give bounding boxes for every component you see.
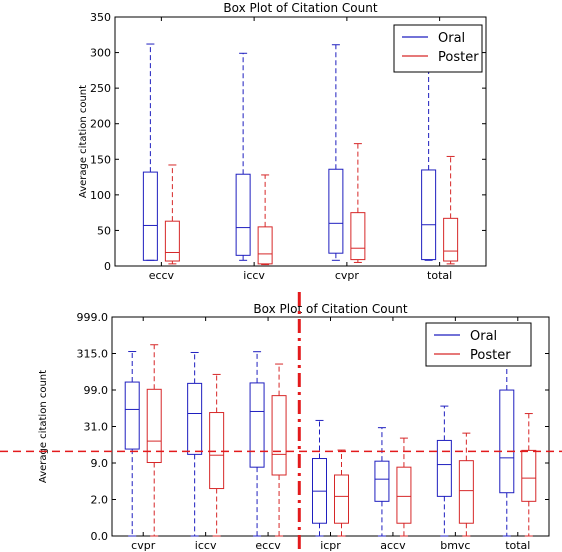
iqr-box bbox=[421, 169, 437, 261]
y-tick-label: 300 bbox=[90, 47, 111, 60]
chart-title: Box Plot of Citation Count bbox=[253, 302, 407, 316]
legend-oral-label: Oral bbox=[438, 31, 465, 46]
iqr-box bbox=[521, 449, 537, 502]
y-tick-label: 2.0 bbox=[91, 494, 109, 507]
box-poster-eccv bbox=[271, 363, 287, 537]
iqr-box bbox=[328, 168, 344, 254]
iqr-box bbox=[187, 382, 203, 455]
y-tick-label: 100 bbox=[90, 189, 111, 202]
legend: Oral Poster bbox=[393, 24, 483, 73]
box-oral-iccv bbox=[187, 351, 203, 537]
axis-ticks: 0 50 100 150 200 250 300 350 eccv iccv cvpr total bbox=[90, 11, 486, 282]
x-tick-label: total bbox=[427, 269, 452, 282]
box-oral-cvpr bbox=[124, 351, 140, 537]
iqr-box bbox=[257, 226, 273, 265]
box-poster-iccv bbox=[257, 174, 273, 266]
box-oral-icpr bbox=[312, 419, 327, 537]
legend-poster-label: Poster bbox=[470, 348, 511, 363]
y-tick-label: 350 bbox=[90, 11, 111, 24]
box-marks bbox=[124, 343, 537, 537]
x-tick-label: total bbox=[505, 539, 530, 552]
chart-bottom: Box Plot of Citation Count Average citat… bbox=[38, 302, 550, 552]
iqr-box bbox=[350, 212, 366, 261]
box-oral-eccv bbox=[142, 43, 158, 261]
x-tick-label: iccv bbox=[243, 269, 265, 282]
box-poster-total bbox=[443, 155, 459, 265]
box-oral-accv bbox=[374, 427, 390, 537]
y-tick-label: 150 bbox=[90, 153, 111, 166]
y-tick-label: 0.0 bbox=[91, 530, 109, 543]
x-tick-label: eccv bbox=[149, 269, 175, 282]
iqr-box bbox=[374, 460, 390, 502]
x-tick-label: iccv bbox=[195, 539, 217, 552]
legend-box bbox=[393, 24, 483, 73]
annotation-overlay bbox=[0, 292, 562, 552]
plot-frame bbox=[114, 16, 487, 267]
x-tick-label: icpr bbox=[320, 539, 341, 552]
iqr-box bbox=[334, 474, 349, 524]
x-tick-label: eccv bbox=[255, 539, 281, 552]
y-tick-label: 31.0 bbox=[84, 421, 109, 434]
box-poster-bmvc bbox=[458, 432, 474, 537]
chart-title: Box Plot of Citation Count bbox=[223, 1, 377, 15]
legend-poster-label: Poster bbox=[438, 50, 479, 65]
x-tick-label: bmvc bbox=[440, 539, 470, 552]
y-tick-label: 999.0 bbox=[77, 311, 109, 324]
iqr-box bbox=[249, 382, 265, 468]
iqr-box bbox=[209, 412, 225, 490]
box-poster-eccv bbox=[164, 164, 180, 265]
box-oral-total bbox=[499, 343, 515, 537]
iqr-box bbox=[235, 173, 251, 256]
y-tick-label: 250 bbox=[90, 82, 111, 95]
y-tick-label: 0 bbox=[104, 260, 111, 273]
x-tick-label: cvpr bbox=[131, 539, 156, 552]
y-tick-label: 99.0 bbox=[84, 384, 109, 397]
iqr-box bbox=[499, 389, 515, 494]
legend-oral-label: Oral bbox=[470, 329, 497, 344]
iqr-box bbox=[124, 381, 140, 450]
iqr-box bbox=[164, 220, 180, 262]
box-poster-accv bbox=[396, 437, 412, 537]
iqr-box bbox=[396, 466, 412, 524]
y-tick-label: 200 bbox=[90, 118, 111, 131]
box-poster-cvpr bbox=[146, 344, 162, 537]
x-tick-label: accv bbox=[380, 539, 406, 552]
x-tick-label: cvpr bbox=[335, 269, 360, 282]
box-poster-iccv bbox=[209, 373, 225, 537]
axis-ticks: 0.0 2.0 9.0 31.0 99.0 315.0 999.0 cvpr iccv eccv i… bbox=[77, 311, 549, 552]
chart-top: Box Plot of Citation Count Average citat… bbox=[78, 1, 487, 282]
legend: Oral Poster bbox=[425, 322, 532, 367]
y-axis-label: Average citation count bbox=[38, 370, 49, 483]
box-poster-icpr bbox=[334, 449, 349, 537]
box-poster-cvpr bbox=[350, 143, 366, 263]
box-marks bbox=[142, 43, 459, 266]
box-oral-eccv bbox=[249, 351, 265, 537]
y-tick-label: 9.0 bbox=[91, 457, 109, 470]
y-tick-label: 50 bbox=[97, 224, 111, 237]
iqr-box bbox=[458, 460, 474, 524]
box-oral-cvpr bbox=[328, 44, 344, 261]
box-oral-total bbox=[421, 44, 437, 261]
y-tick-label: 315.0 bbox=[77, 348, 109, 361]
iqr-box bbox=[443, 217, 459, 262]
iqr-box bbox=[142, 171, 158, 261]
iqr-box bbox=[271, 395, 287, 476]
box-oral-bmvc bbox=[436, 405, 452, 537]
iqr-box bbox=[146, 388, 162, 464]
legend-box bbox=[425, 322, 532, 367]
box-oral-iccv bbox=[235, 52, 251, 261]
y-axis-label: Average citation count bbox=[78, 85, 89, 198]
iqr-box bbox=[436, 439, 452, 497]
box-poster-total bbox=[521, 413, 537, 537]
